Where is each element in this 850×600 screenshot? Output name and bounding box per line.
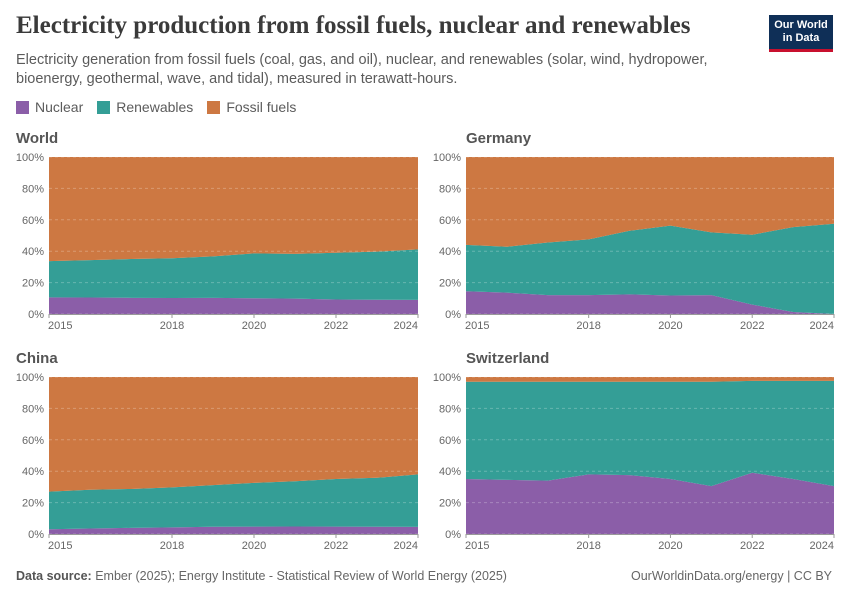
y-tick-world: 40% bbox=[22, 246, 44, 258]
y-tick-china: 40% bbox=[22, 466, 44, 478]
y-tick-china: 20% bbox=[22, 498, 44, 510]
x-tick-germany: 2022 bbox=[740, 320, 764, 332]
area-switzerland-renewables[interactable] bbox=[466, 380, 834, 487]
logo-line-1: Our World bbox=[774, 19, 828, 31]
area-germany-fossil-fuels[interactable] bbox=[466, 157, 834, 247]
x-tick-switzerland: 2015 bbox=[465, 540, 489, 552]
x-tick-china: 2022 bbox=[324, 540, 348, 552]
x-tick-switzerland: 2022 bbox=[740, 540, 764, 552]
y-tick-world: 100% bbox=[16, 152, 44, 164]
x-tick-world: 2015 bbox=[48, 320, 72, 332]
area-china-fossil-fuels[interactable] bbox=[49, 377, 418, 492]
area-world-fossil-fuels[interactable] bbox=[49, 157, 418, 262]
area-china-renewables[interactable] bbox=[49, 474, 418, 530]
x-tick-world: 2018 bbox=[160, 320, 184, 332]
area-world-nuclear[interactable] bbox=[49, 297, 418, 314]
legend-item-nuclear[interactable]: Nuclear bbox=[16, 99, 83, 115]
legend: Nuclear Renewables Fossil fuels bbox=[16, 99, 296, 115]
panel-china: China 0% 20% 40% 60% 80% 100% 2015 2018 2020 2022 2… bbox=[16, 350, 419, 552]
footer-credit[interactable]: OurWorldinData.org/energy | CC BY bbox=[630, 569, 832, 583]
x-tick-world: 2020 bbox=[242, 320, 266, 332]
y-tick-switzerland: 40% bbox=[439, 466, 461, 478]
y-tick-china: 0% bbox=[28, 529, 44, 541]
y-tick-china: 100% bbox=[16, 372, 44, 384]
area-world-renewables[interactable] bbox=[49, 249, 418, 300]
y-tick-germany: 100% bbox=[433, 152, 461, 164]
y-tick-world: 60% bbox=[22, 215, 44, 227]
x-tick-switzerland: 2020 bbox=[658, 540, 682, 552]
y-tick-world: 80% bbox=[22, 183, 44, 195]
area-germany-nuclear[interactable] bbox=[466, 291, 834, 314]
x-tick-world: 2024 bbox=[394, 320, 418, 332]
x-tick-germany: 2024 bbox=[810, 320, 834, 332]
chart-subtitle: Electricity generation from fossil fuels… bbox=[16, 52, 708, 87]
legend-swatch-renewables bbox=[97, 100, 111, 114]
y-tick-germany: 40% bbox=[439, 246, 461, 258]
logo-line-2: in Data bbox=[782, 32, 820, 44]
area-germany-renewables[interactable] bbox=[466, 223, 834, 314]
panel-title-switzerland: Switzerland bbox=[466, 350, 549, 367]
legend-item-renewables[interactable]: Renewables bbox=[97, 99, 193, 115]
x-tick-world: 2022 bbox=[324, 320, 348, 332]
area-switzerland-nuclear[interactable] bbox=[466, 472, 834, 534]
x-tick-china: 2015 bbox=[48, 540, 72, 552]
x-tick-china: 2020 bbox=[242, 540, 266, 552]
footer-source-label: Data source: bbox=[16, 569, 92, 583]
x-tick-switzerland: 2024 bbox=[810, 540, 834, 552]
panel-title-germany: Germany bbox=[466, 130, 532, 147]
area-china-nuclear[interactable] bbox=[49, 526, 418, 534]
y-tick-germany: 0% bbox=[445, 309, 461, 321]
panel-title-world: World bbox=[16, 130, 58, 147]
y-tick-switzerland: 80% bbox=[439, 403, 461, 415]
y-tick-china: 60% bbox=[22, 435, 44, 447]
x-tick-china: 2018 bbox=[160, 540, 184, 552]
y-tick-switzerland: 60% bbox=[439, 435, 461, 447]
legend-item-fossil-fuels[interactable]: Fossil fuels bbox=[207, 99, 296, 115]
y-tick-switzerland: 0% bbox=[445, 529, 461, 541]
legend-label-fossil-fuels: Fossil fuels bbox=[226, 99, 297, 115]
x-tick-germany: 2015 bbox=[465, 320, 489, 332]
panel-germany: Germany 0% 20% 40% 60% 80% 100% 2015 2018 2020 202… bbox=[433, 130, 835, 332]
panel-title-china: China bbox=[16, 350, 58, 367]
y-tick-switzerland: 20% bbox=[439, 498, 461, 510]
legend-label-nuclear: Nuclear bbox=[35, 99, 84, 115]
legend-label-renewables: Renewables bbox=[116, 99, 194, 115]
footer-source: Data source: Ember (2025); Energy Instit… bbox=[16, 569, 507, 583]
x-tick-germany: 2020 bbox=[658, 320, 682, 332]
y-tick-china: 80% bbox=[22, 403, 44, 415]
panel-switzerland: Switzerland 0% 20% 40% 60% 80% 100% 2015 2018 202… bbox=[433, 350, 835, 552]
x-tick-switzerland: 2018 bbox=[576, 540, 600, 552]
owid-logo[interactable]: Our World in Data bbox=[769, 15, 833, 52]
legend-swatch-fossil-fuels bbox=[207, 100, 221, 114]
area-switzerland-fossil-fuels[interactable] bbox=[466, 377, 834, 382]
y-tick-world: 0% bbox=[28, 309, 44, 321]
x-tick-germany: 2018 bbox=[576, 320, 600, 332]
x-tick-china: 2024 bbox=[394, 540, 418, 552]
y-tick-germany: 60% bbox=[439, 215, 461, 227]
y-tick-germany: 20% bbox=[439, 278, 461, 290]
y-tick-germany: 80% bbox=[439, 183, 461, 195]
chart-title: Electricity production from fossil fuels… bbox=[16, 12, 691, 39]
legend-swatch-nuclear bbox=[16, 100, 29, 114]
panel-world: World 0% 20% 40% 60% 80% 100% 2015 2018 2020 2022 2… bbox=[16, 130, 419, 332]
y-tick-world: 20% bbox=[22, 278, 44, 290]
footer-source-text[interactable]: Ember (2025); Energy Institute - Statist… bbox=[95, 569, 507, 583]
y-tick-switzerland: 100% bbox=[433, 372, 461, 384]
